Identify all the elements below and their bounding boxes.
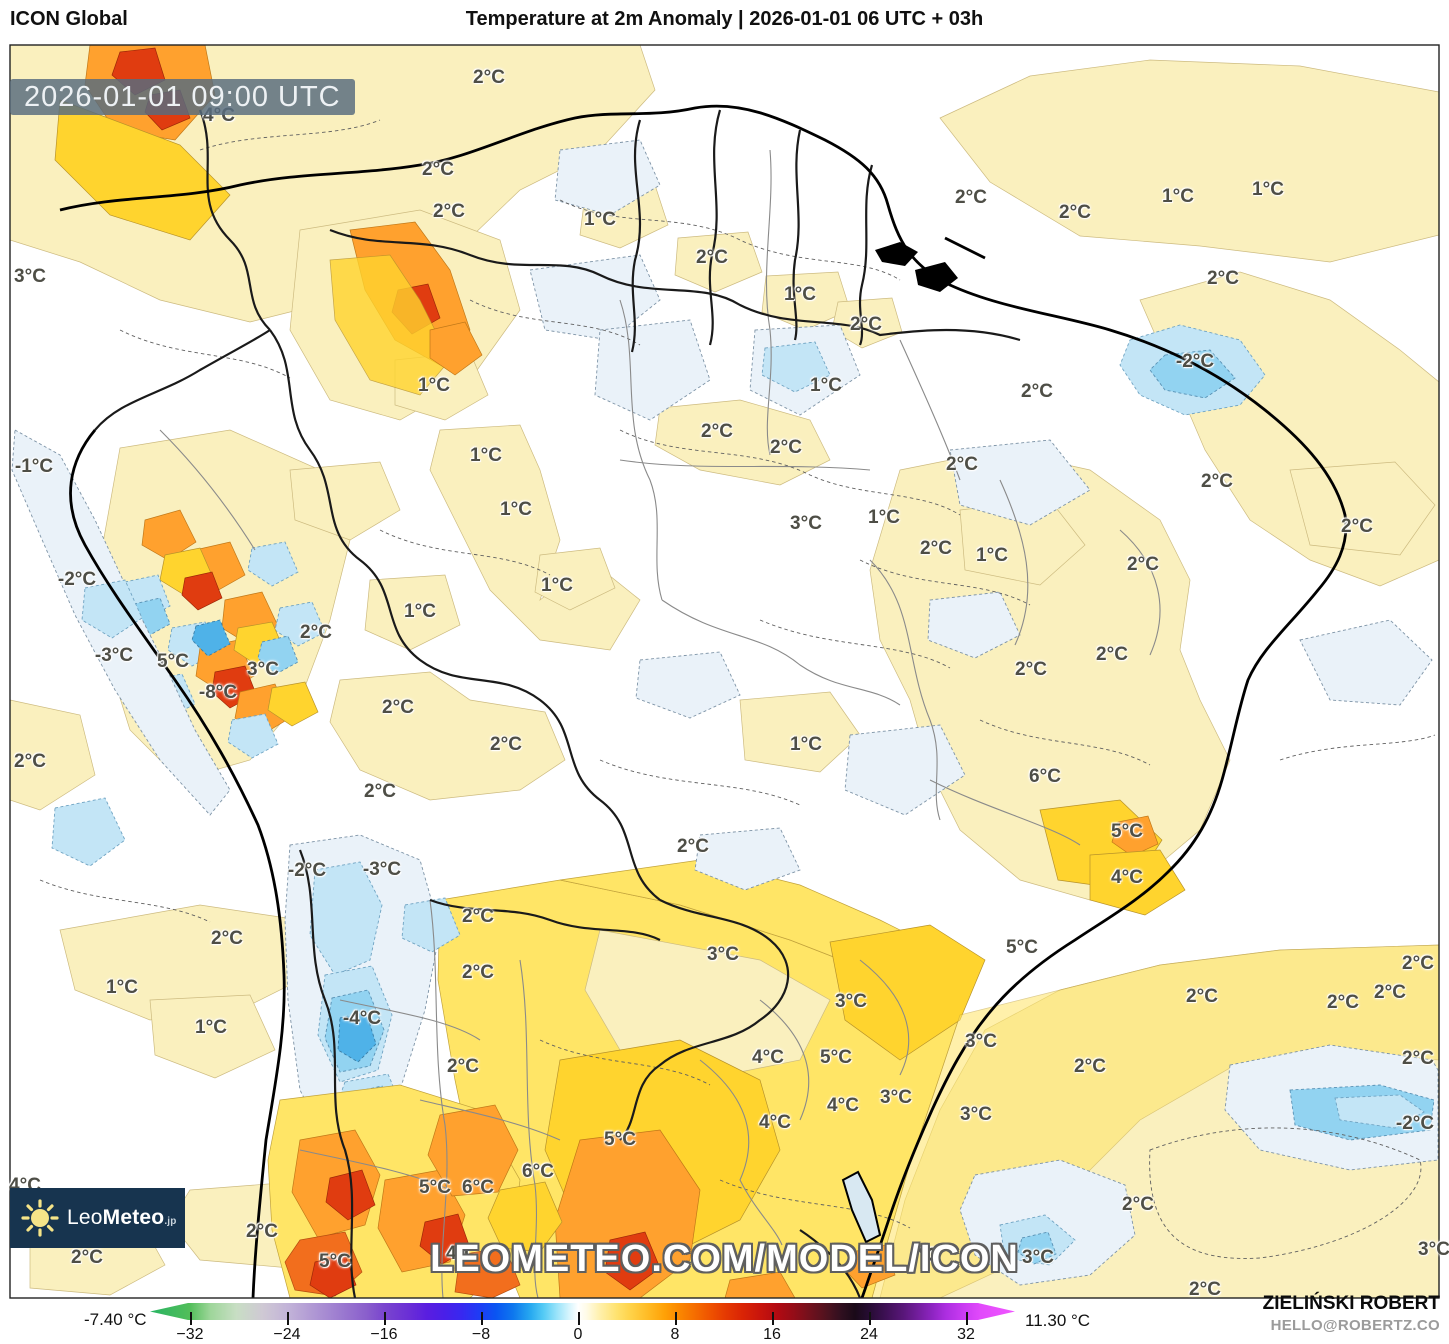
colorbar-tick bbox=[869, 1312, 871, 1325]
colorbar-tick-label: −32 bbox=[176, 1326, 204, 1343]
credit-name: ZIELIŃSKI ROBERT bbox=[1262, 1293, 1440, 1314]
colorbar-tick bbox=[675, 1312, 677, 1325]
colorbar-tick-label: −24 bbox=[273, 1326, 301, 1343]
colorbar-tick bbox=[287, 1312, 289, 1325]
colorbar: -7.40 °C 11.30 °C −32 −24 −16 −8 0 8 16 24 32 bbox=[0, 1300, 1449, 1343]
colorbar-tick bbox=[481, 1312, 483, 1325]
colorbar-tick-label: 0 bbox=[573, 1326, 583, 1343]
watermark: LEOMETEO.COM/MODEL/ICON bbox=[430, 1238, 1019, 1280]
sun-icon bbox=[21, 1199, 59, 1237]
credit-email: HELLO@ROBERTZ.CO bbox=[1270, 1317, 1440, 1334]
colorbar-tick-label: −16 bbox=[370, 1326, 398, 1343]
colorbar-max-label: 11.30 °C bbox=[1025, 1311, 1091, 1330]
leometeo-logo: LeoMeteo.jp bbox=[10, 1188, 185, 1248]
colorbar-tick-label: −8 bbox=[471, 1326, 491, 1343]
timestamp-badge: 2026-01-01 09:00 UTC bbox=[10, 79, 355, 115]
colorbar-tick bbox=[578, 1312, 580, 1325]
colorbar-min-label: -7.40 °C bbox=[84, 1310, 147, 1329]
colorbar-tick bbox=[772, 1312, 774, 1325]
colorbar-tick bbox=[384, 1312, 386, 1325]
colorbar-tick-label: 24 bbox=[860, 1326, 878, 1343]
colorbar-gradient bbox=[150, 1303, 1015, 1320]
page-title: Temperature at 2m Anomaly | 2026-01-01 0… bbox=[465, 8, 984, 30]
colorbar-tick bbox=[966, 1312, 968, 1325]
model-name: ICON Global bbox=[10, 8, 128, 30]
colorbar-tick-label: 16 bbox=[763, 1326, 781, 1343]
colorbar-tick bbox=[190, 1312, 192, 1325]
logo-wordmark: LeoMeteo.jp bbox=[67, 1206, 177, 1229]
colorbar-tick-label: 32 bbox=[957, 1326, 975, 1343]
colorbar-tick-label: 8 bbox=[670, 1326, 680, 1343]
